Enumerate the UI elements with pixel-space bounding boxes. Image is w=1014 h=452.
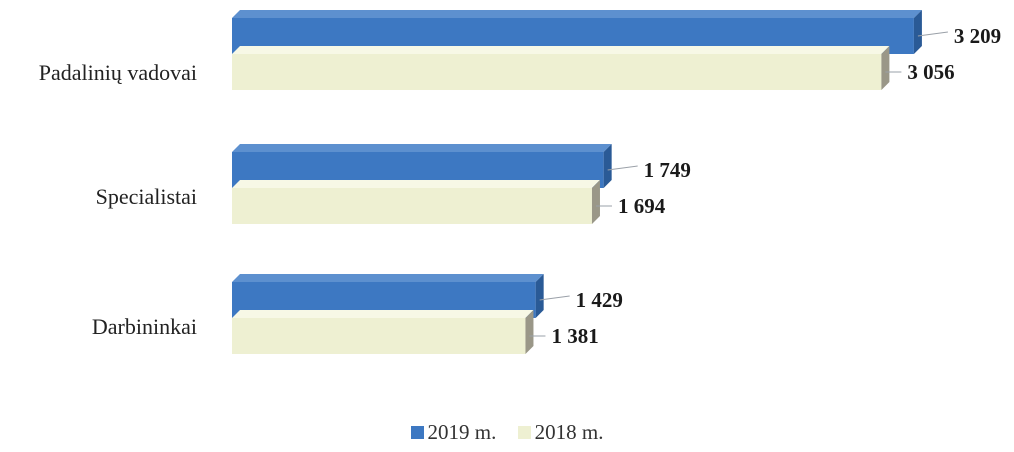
legend-item-2019: 2019 m. bbox=[410, 420, 497, 445]
category-label-padalini-vadovai: Padalinių vadovai bbox=[39, 60, 197, 85]
legend-swatch-2019 bbox=[410, 426, 424, 439]
data-label-darbininkai-2019: 1 429 bbox=[576, 288, 623, 312]
leader-line bbox=[917, 31, 948, 37]
leader-line bbox=[607, 165, 638, 171]
legend-label-2018: 2018 m. bbox=[534, 420, 604, 444]
data-label-darbininkai-2018: 1 381 bbox=[551, 324, 598, 348]
legend-swatch-2018 bbox=[517, 426, 531, 439]
category-label-darbininkai: Darbininkai bbox=[92, 314, 197, 339]
data-label-padalini-vadovai-2019: 3 209 bbox=[954, 24, 1001, 48]
bars-layer bbox=[232, 10, 922, 354]
category-label-specialistai: Specialistai bbox=[96, 184, 197, 209]
bar-specialistai-2018 bbox=[232, 180, 600, 224]
legend: 2019 m. 2018 m. bbox=[0, 420, 1014, 445]
bar-padalini-vadovai-2018 bbox=[232, 46, 890, 90]
leader-line bbox=[539, 295, 570, 301]
data-label-specialistai-2018: 1 694 bbox=[618, 194, 666, 218]
legend-item-2018: 2018 m. bbox=[517, 420, 604, 445]
legend-label-2019: 2019 m. bbox=[427, 420, 497, 444]
data-label-specialistai-2019: 1 749 bbox=[644, 158, 691, 182]
bar-darbininkai-2018 bbox=[232, 310, 534, 354]
data-label-padalini-vadovai-2018: 3 056 bbox=[907, 60, 954, 84]
